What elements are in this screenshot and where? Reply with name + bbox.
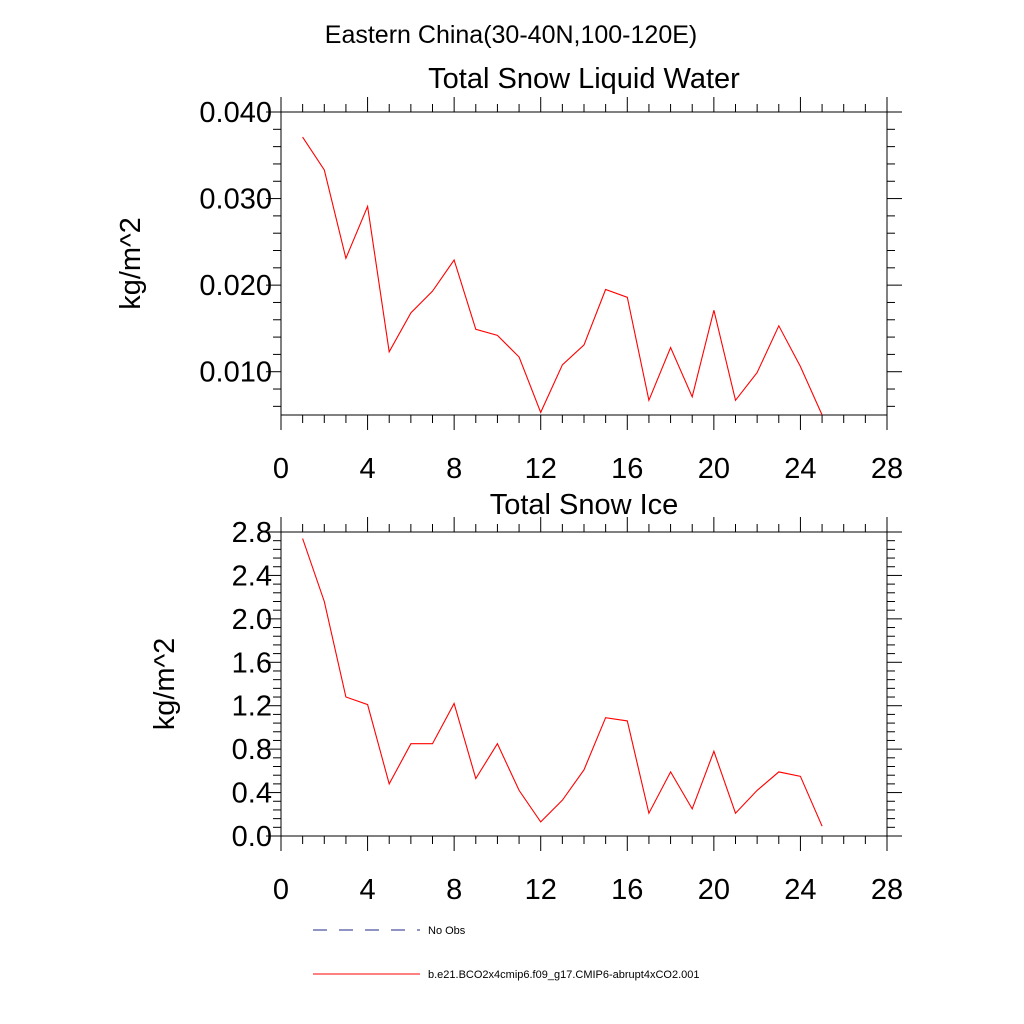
legend-label: No Obs bbox=[428, 925, 466, 937]
y-tick-label: 0.0 bbox=[232, 821, 272, 853]
x-tick-label: 20 bbox=[698, 874, 730, 906]
x-tick-label: 0 bbox=[273, 453, 289, 485]
x-tick-label: 4 bbox=[360, 874, 376, 906]
y-axis-label: kg/m^2 bbox=[115, 217, 147, 310]
x-tick-label: 24 bbox=[784, 874, 816, 906]
plot-frame bbox=[280, 111, 888, 416]
y-tick-label: 2.0 bbox=[232, 604, 272, 636]
y-tick-label: 1.6 bbox=[232, 647, 272, 679]
figure-suptitle: Eastern China(30-40N,100-120E) bbox=[325, 21, 697, 49]
legend: No Obs b.e21.BCO2x4cmip6.f09_g17.CMIP6-ab… bbox=[313, 925, 700, 981]
x-tick-label: 16 bbox=[611, 453, 643, 485]
y-tick-label: 0.4 bbox=[232, 778, 272, 810]
y-tick-label: 0.020 bbox=[199, 270, 272, 302]
y-tick-label: 1.2 bbox=[232, 691, 272, 723]
x-tick-label: 0 bbox=[273, 874, 289, 906]
y-tick-label: 2.4 bbox=[232, 560, 272, 592]
series-line bbox=[302, 538, 823, 827]
legend-label: b.e21.BCO2x4cmip6.f09_g17.CMIP6-abrupt4x… bbox=[428, 969, 700, 981]
y-tick-label: 2.8 bbox=[232, 517, 272, 549]
x-tick-label: 4 bbox=[360, 453, 376, 485]
x-tick-label: 24 bbox=[784, 453, 816, 485]
y-tick-label: 0.8 bbox=[232, 734, 272, 766]
series-line bbox=[302, 136, 823, 416]
x-tick-label: 28 bbox=[871, 453, 903, 485]
panel-title: Total Snow Liquid Water bbox=[428, 63, 740, 95]
y-tick-label: 0.040 bbox=[199, 97, 272, 129]
x-tick-label: 16 bbox=[611, 874, 643, 906]
y-tick-label: 0.010 bbox=[199, 357, 272, 389]
panel-snow-ice: Total Snow Ice kg/m^2 0 4 8 12 16 20 24 28 0.0 0.4 0… bbox=[149, 489, 903, 906]
x-tick-label: 12 bbox=[525, 874, 557, 906]
panel-title: Total Snow Ice bbox=[490, 489, 679, 521]
y-axis-label: kg/m^2 bbox=[149, 638, 181, 731]
y-tick-label: 0.030 bbox=[199, 184, 272, 216]
plot-frame bbox=[280, 531, 888, 837]
panel-snow-liquid-water: Total Snow Liquid Water kg/m^2 0 4 8 12 16 20 24… bbox=[115, 63, 903, 485]
x-tick-label: 8 bbox=[446, 874, 462, 906]
x-tick-label: 20 bbox=[698, 453, 730, 485]
x-tick-label: 28 bbox=[871, 874, 903, 906]
x-tick-label: 8 bbox=[446, 453, 462, 485]
x-tick-label: 12 bbox=[525, 453, 557, 485]
